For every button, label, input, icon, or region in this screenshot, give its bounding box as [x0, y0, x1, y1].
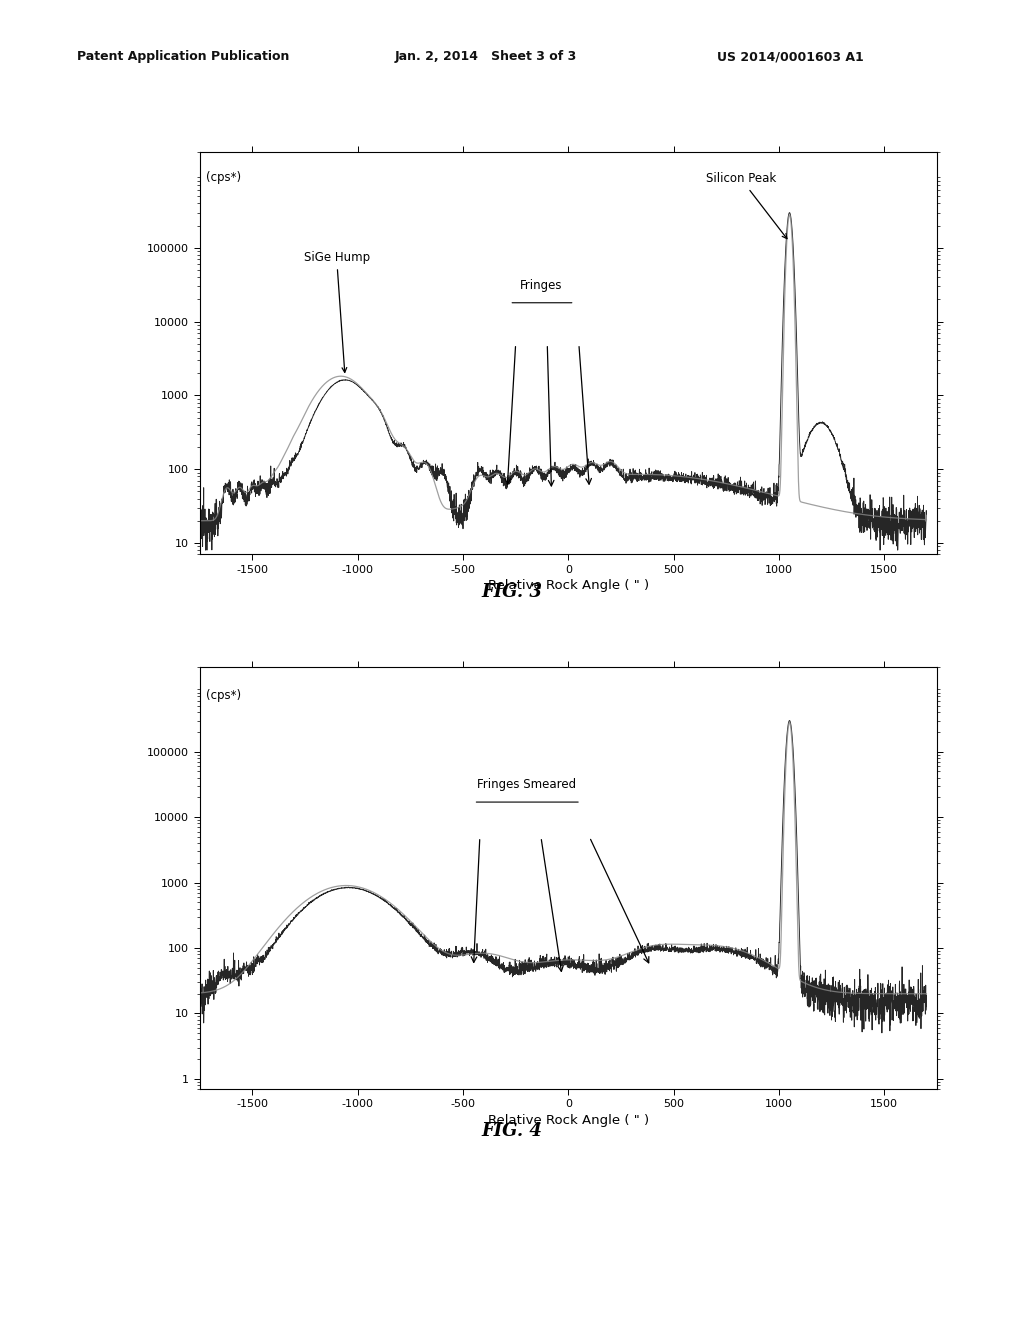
X-axis label: Relative Rock Angle ( " ): Relative Rock Angle ( " ) — [487, 579, 649, 591]
Text: Jan. 2, 2014   Sheet 3 of 3: Jan. 2, 2014 Sheet 3 of 3 — [394, 50, 577, 63]
X-axis label: Relative Rock Angle ( " ): Relative Rock Angle ( " ) — [487, 1114, 649, 1126]
Text: FIG. 4: FIG. 4 — [481, 1122, 543, 1140]
Text: FIG. 3: FIG. 3 — [481, 583, 543, 602]
Text: Fringes Smeared: Fringes Smeared — [476, 777, 575, 791]
Text: US 2014/0001603 A1: US 2014/0001603 A1 — [717, 50, 863, 63]
Text: Silicon Peak: Silicon Peak — [706, 173, 787, 239]
Text: SiGe Hump: SiGe Hump — [303, 251, 370, 372]
Text: Patent Application Publication: Patent Application Publication — [77, 50, 289, 63]
Text: (cps*): (cps*) — [206, 172, 241, 183]
Text: Fringes: Fringes — [520, 280, 562, 292]
Text: (cps*): (cps*) — [206, 689, 241, 702]
